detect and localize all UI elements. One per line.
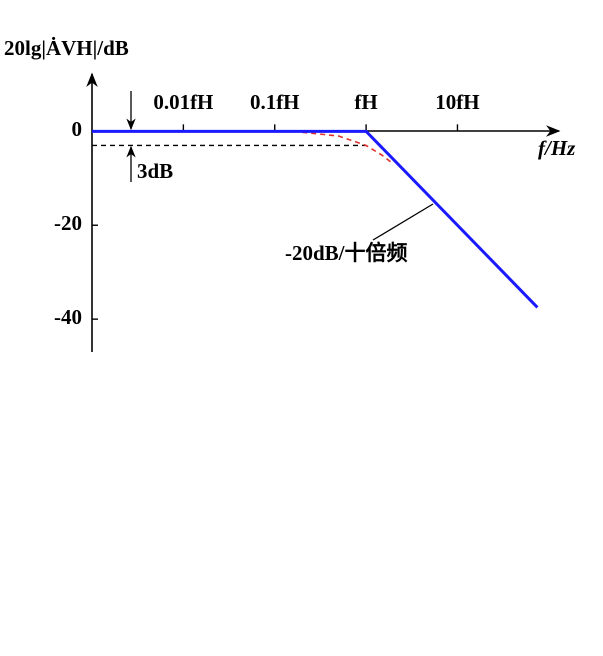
x-tick-label: fH [354,90,377,114]
x-axis-label: f/Hz [538,136,576,160]
y-tick-label: -40 [54,305,82,329]
y-axis-label: 20lg|ȦVH|/dB [4,36,129,60]
actual-curve [302,131,395,165]
asymptote [92,129,539,309]
slope-annotation: -20dB/十倍频 [285,241,408,265]
leader-line [372,203,434,241]
reference-label: 3dB [137,159,173,183]
x-tick-label: 0.1fH [250,90,300,114]
x-tick-label: 10fH [435,90,479,114]
y-tick-label: 0 [72,117,83,141]
y-tick-label: -20 [54,211,82,235]
x-tick-label: 0.01fH [153,90,213,114]
